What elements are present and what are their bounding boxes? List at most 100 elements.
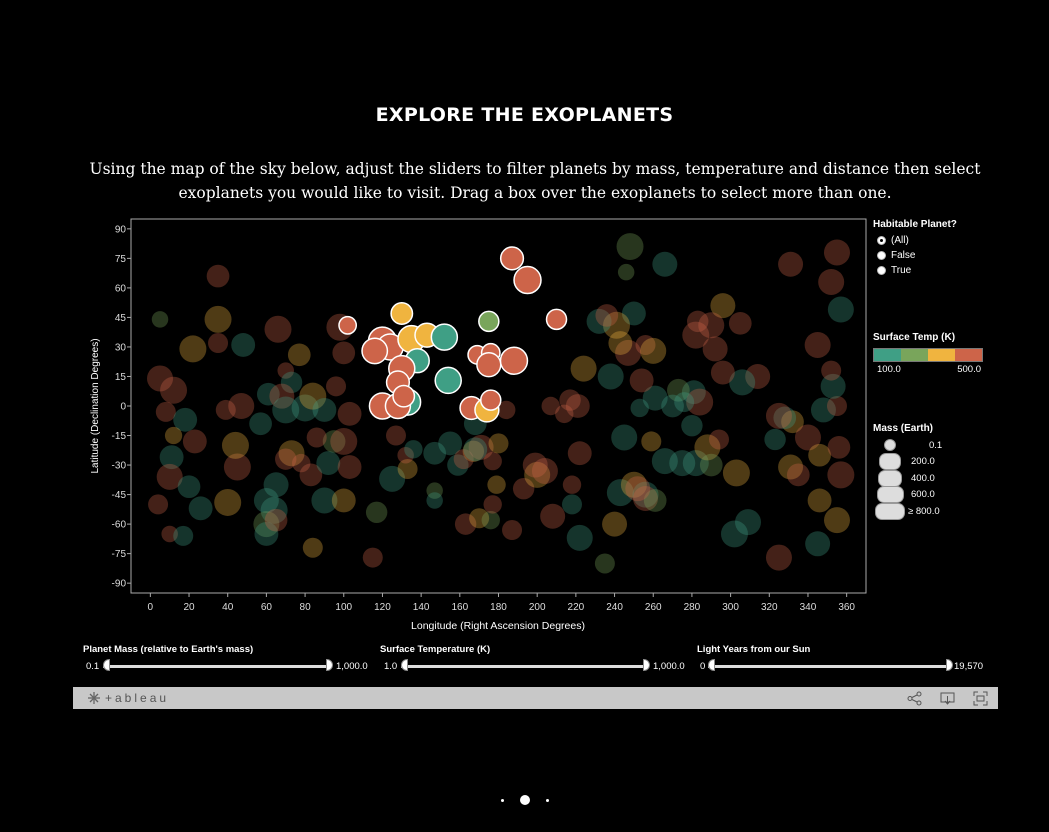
planet-point[interactable] (710, 293, 736, 319)
planet-point[interactable] (632, 481, 659, 508)
planet-point[interactable] (722, 459, 750, 487)
planet-point[interactable] (280, 371, 303, 394)
planet-point[interactable] (709, 429, 729, 450)
planet-point[interactable] (682, 450, 709, 477)
planet-point[interactable] (426, 482, 443, 499)
planet-point[interactable] (214, 488, 242, 516)
planet-point[interactable] (306, 427, 327, 448)
planet-point-highlighted[interactable] (476, 351, 502, 378)
planet-point[interactable] (827, 435, 851, 459)
planet-point-highlighted[interactable] (434, 366, 462, 395)
planet-point[interactable] (661, 394, 684, 418)
planet-point[interactable] (642, 385, 668, 411)
temp-slider-max-handle[interactable] (643, 659, 650, 671)
habitable-option-true[interactable]: True (873, 263, 957, 278)
planet-point[interactable] (497, 400, 516, 420)
planet-point[interactable] (278, 440, 305, 467)
planet-point[interactable] (253, 511, 280, 538)
planet-point[interactable] (148, 494, 169, 515)
planet-point[interactable] (206, 264, 230, 288)
planet-point[interactable] (487, 475, 506, 494)
planet-point[interactable] (633, 486, 658, 512)
planet-point[interactable] (264, 315, 292, 343)
planet-point[interactable] (215, 399, 236, 420)
planet-point[interactable] (807, 488, 832, 513)
planet-point[interactable] (541, 396, 560, 416)
planet-point[interactable] (702, 336, 728, 362)
planet-point[interactable] (188, 496, 213, 521)
planet-point[interactable] (566, 524, 593, 551)
planet-point[interactable] (483, 495, 502, 514)
mass-slider-min-handle[interactable] (103, 659, 110, 671)
planet-point[interactable] (463, 437, 488, 462)
distance-slider[interactable]: Light Years from our Sun 0 19,570 (697, 644, 997, 673)
planet-point[interactable] (729, 369, 756, 396)
planet-point[interactable] (699, 453, 723, 477)
planet-point[interactable] (808, 443, 831, 467)
planet-point[interactable] (745, 363, 771, 389)
planet-point[interactable] (611, 424, 638, 451)
planet-point[interactable] (481, 510, 500, 530)
planet-point[interactable] (462, 440, 485, 462)
planet-point[interactable] (805, 531, 831, 557)
planet-point[interactable] (630, 398, 649, 418)
planet-point[interactable] (173, 407, 198, 432)
planet-point[interactable] (827, 461, 855, 489)
habitable-option-all[interactable]: (All) (873, 233, 957, 248)
planet-point[interactable] (804, 331, 831, 358)
planet-point[interactable] (765, 402, 792, 429)
planet-point[interactable] (365, 501, 388, 524)
planet-point[interactable] (330, 427, 358, 455)
planet-point[interactable] (635, 334, 656, 355)
mass-slider-max-handle[interactable] (326, 659, 333, 671)
planet-point[interactable] (595, 304, 619, 327)
planet-point[interactable] (177, 475, 201, 499)
planet-point[interactable] (173, 525, 194, 546)
temp-slider[interactable]: Surface Temperature (K) 1.0 1,000.0 (380, 644, 690, 673)
planet-point[interactable] (555, 404, 574, 424)
planet-point-highlighted[interactable] (513, 265, 542, 295)
planet-point[interactable] (562, 494, 582, 515)
planet-point[interactable] (249, 412, 272, 436)
planet-point[interactable] (275, 448, 297, 470)
planet-point-highlighted[interactable] (392, 384, 416, 408)
planet-point[interactable] (735, 509, 762, 536)
planet-point-highlighted[interactable] (390, 302, 414, 325)
planet-point[interactable] (454, 513, 477, 535)
planet-point[interactable] (686, 388, 714, 416)
planet-point[interactable] (540, 503, 566, 529)
temp-slider-min-handle[interactable] (401, 659, 408, 671)
planet-point[interactable] (337, 401, 362, 426)
planet-point[interactable] (159, 445, 184, 470)
planet-point[interactable] (651, 448, 678, 475)
planet-point[interactable] (565, 394, 590, 418)
planet-point[interactable] (161, 525, 178, 543)
planet-point[interactable] (826, 396, 847, 416)
planet-point[interactable] (818, 268, 845, 295)
planet-point[interactable] (385, 425, 406, 446)
radio-icon[interactable] (877, 236, 886, 245)
planet-point[interactable] (228, 393, 255, 419)
planet-point[interactable] (164, 426, 183, 445)
pager-dot-active[interactable] (519, 795, 530, 805)
planet-point[interactable] (728, 311, 752, 335)
planet-point[interactable] (147, 365, 174, 392)
planet-point[interactable] (667, 378, 690, 402)
pager-dot[interactable] (500, 798, 504, 802)
planet-point[interactable] (674, 392, 695, 413)
planet-point[interactable] (602, 511, 628, 537)
fullscreen-icon[interactable] (973, 691, 988, 706)
planet-point[interactable] (794, 424, 821, 451)
planet-point[interactable] (260, 496, 288, 524)
planet-point[interactable] (311, 487, 338, 514)
planet-point[interactable] (681, 414, 703, 437)
planet-point[interactable] (151, 311, 169, 328)
planet-point[interactable] (765, 544, 792, 571)
planet-point[interactable] (423, 441, 447, 465)
planet-point[interactable] (694, 434, 721, 461)
planet-point[interactable] (253, 487, 279, 513)
planet-point[interactable] (223, 453, 251, 481)
planet-point[interactable] (231, 333, 256, 357)
planet-point[interactable] (468, 434, 494, 460)
